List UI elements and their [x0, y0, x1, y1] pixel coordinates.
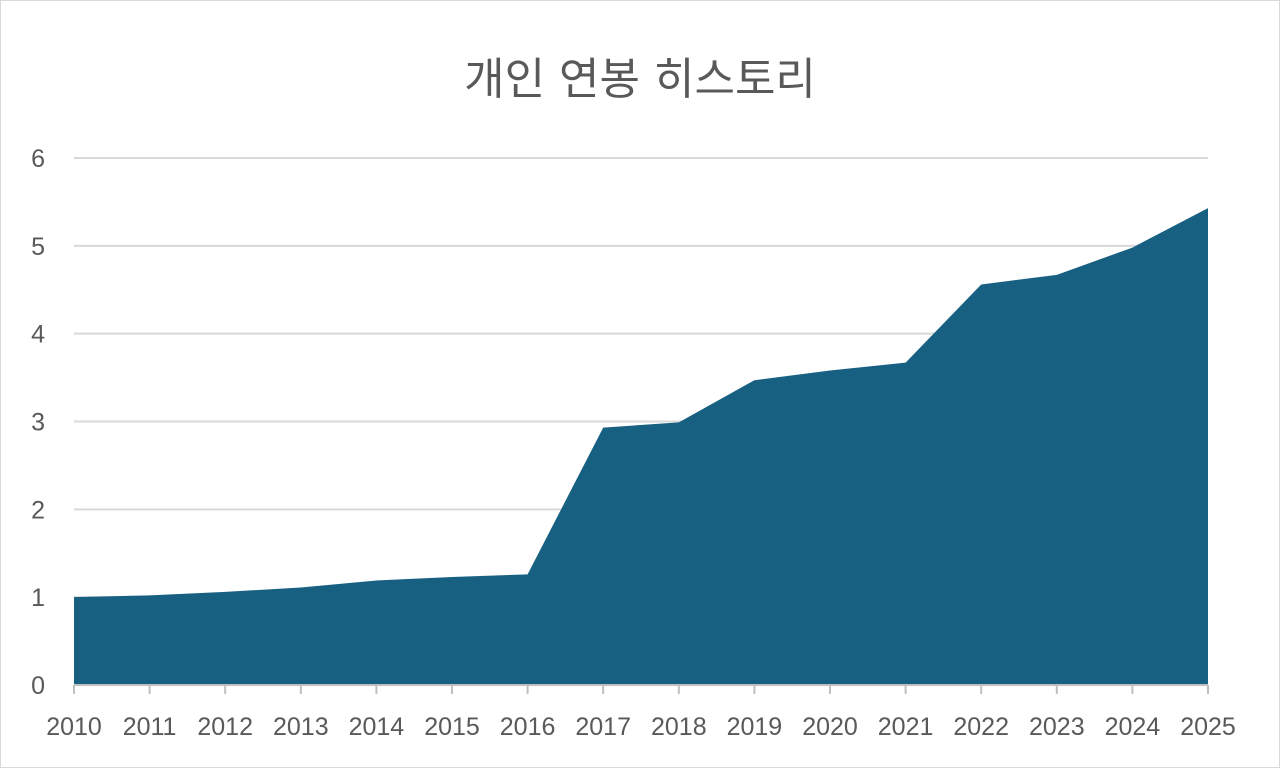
x-tick-label: 2012 — [197, 713, 253, 741]
chart-title: 개인 연봉 히스토리 — [464, 54, 816, 105]
x-tick-label: 2018 — [651, 713, 707, 741]
y-tick-label: 6 — [31, 145, 45, 173]
y-tick-label: 2 — [31, 496, 45, 524]
x-tick-label: 2023 — [1029, 713, 1085, 741]
x-tick-label: 2024 — [1105, 713, 1161, 741]
x-tick-label: 2016 — [500, 713, 556, 741]
y-tick-label: 3 — [31, 409, 45, 437]
x-tick-label: 2019 — [727, 713, 783, 741]
x-tick-label: 2017 — [575, 713, 631, 741]
x-axis: 2010 2011 2012 2013 2014 2015 2016 2017 2018 2019… — [46, 684, 1236, 741]
x-tick-label: 2015 — [424, 713, 480, 741]
plot-area — [74, 208, 1208, 685]
y-tick-label: 0 — [31, 672, 45, 700]
x-tick-label: 2022 — [953, 713, 1009, 741]
x-tick-label: 2010 — [46, 713, 102, 741]
x-tick-label: 2014 — [349, 713, 405, 741]
y-tick-label: 4 — [31, 321, 45, 349]
x-tick-label: 2013 — [273, 713, 329, 741]
x-tick-label: 2025 — [1180, 713, 1236, 741]
y-axis: 0 1 2 3 4 5 6 — [31, 145, 45, 700]
y-tick-label: 1 — [31, 584, 45, 612]
x-tick-label: 2021 — [878, 713, 934, 741]
x-tick-label: 2011 — [123, 713, 177, 741]
y-tick-label: 5 — [31, 233, 45, 261]
series-area — [74, 208, 1208, 685]
x-tick-label: 2020 — [802, 713, 858, 741]
